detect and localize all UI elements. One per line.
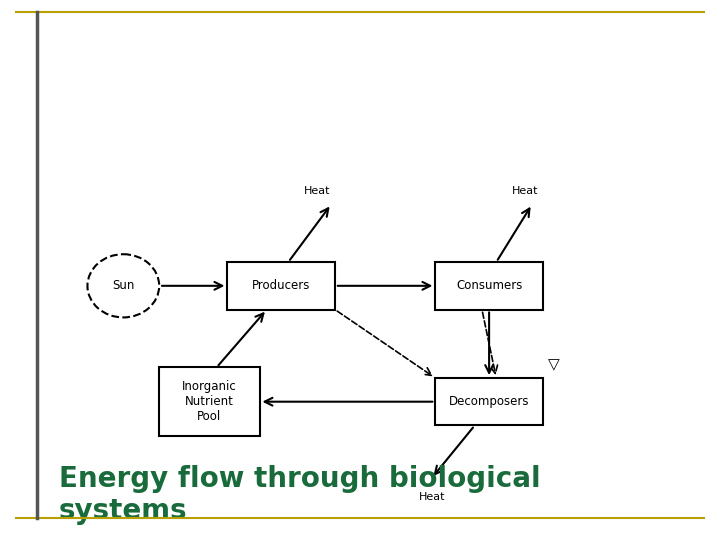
Text: Heat: Heat (304, 186, 330, 196)
FancyBboxPatch shape (436, 378, 543, 426)
Text: Inorganic
Nutrient
Pool: Inorganic Nutrient Pool (182, 380, 237, 423)
Text: Heat: Heat (512, 186, 539, 196)
Text: Energy flow through biological
systems: Energy flow through biological systems (59, 465, 541, 525)
Text: Heat: Heat (418, 491, 445, 502)
Text: Decomposers: Decomposers (449, 395, 529, 408)
Text: Consumers: Consumers (456, 279, 522, 292)
FancyBboxPatch shape (436, 262, 543, 309)
Text: Sun: Sun (112, 279, 135, 292)
FancyBboxPatch shape (159, 367, 260, 436)
Text: ▽: ▽ (548, 357, 559, 372)
FancyBboxPatch shape (228, 262, 335, 309)
Text: Producers: Producers (252, 279, 310, 292)
